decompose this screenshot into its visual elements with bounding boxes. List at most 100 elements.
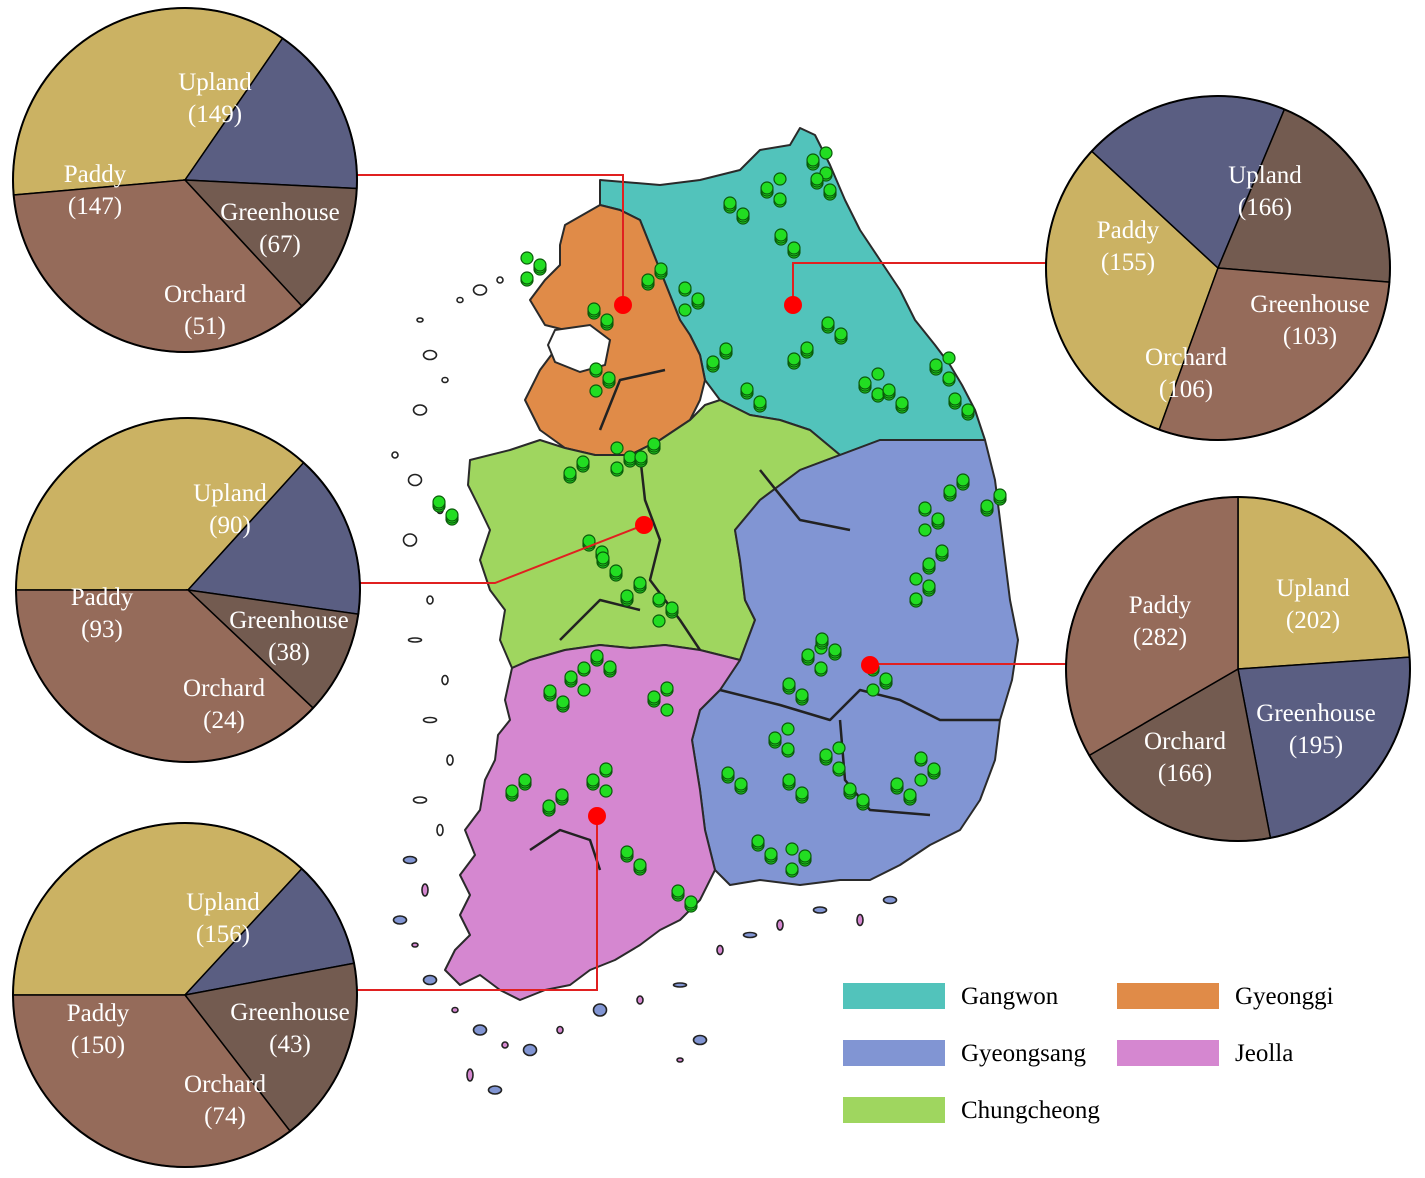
sample-point: [652, 614, 666, 628]
sample-point: [918, 501, 932, 515]
pie-slice-value: (43): [269, 1031, 311, 1058]
pie-slice-value: (195): [1289, 732, 1343, 759]
sample-point: [871, 387, 885, 401]
sample-point: [781, 742, 795, 756]
pie-slice-label: Orchard: [183, 675, 265, 702]
sample-point: [823, 183, 837, 197]
sample-point: [821, 316, 835, 330]
pie-slice-value: (166): [1158, 760, 1212, 787]
pie-slice-label: Upland: [178, 69, 252, 96]
leader-line: [360, 524, 645, 584]
sample-point: [505, 784, 519, 798]
sample-point: [866, 683, 880, 697]
island: [672, 982, 688, 988]
sample-point: [587, 302, 601, 316]
sample-point: [843, 782, 857, 796]
sample-point: [684, 895, 698, 909]
sample-point: [432, 495, 446, 509]
pie-slice-label: Paddy: [1097, 217, 1160, 244]
pie-slice-value: (156): [196, 921, 250, 948]
sample-point: [856, 793, 870, 807]
region-marker: [635, 516, 653, 534]
sample-point: [647, 690, 661, 704]
island: [882, 895, 898, 905]
sample-point: [961, 403, 975, 417]
legend-swatch-gyeonggi: [1117, 983, 1219, 1009]
sample-point: [576, 455, 590, 469]
sample-point: [890, 777, 904, 791]
island: [472, 1024, 488, 1036]
sample-point: [609, 564, 623, 578]
sample-point: [520, 251, 534, 265]
sample-point: [773, 192, 787, 206]
sample-point: [652, 592, 666, 606]
island: [592, 1003, 608, 1017]
island: [407, 637, 423, 643]
sample-point: [882, 383, 896, 397]
pie-slice-value: (93): [81, 616, 123, 643]
island: [422, 349, 438, 361]
sample-point: [660, 703, 674, 717]
korea-map: [391, 127, 1019, 1095]
sample-point: [903, 788, 917, 802]
sample-point: [751, 834, 765, 848]
sample-point: [577, 683, 591, 697]
leader-line: [355, 174, 624, 305]
pie-slice-value: (202): [1286, 607, 1340, 634]
island: [776, 919, 784, 931]
sample-point: [445, 508, 459, 522]
island: [812, 906, 828, 914]
sample-point: [610, 461, 624, 475]
sample-point: [543, 684, 557, 698]
sample-point: [740, 382, 754, 396]
island: [496, 276, 504, 284]
sample-point: [828, 643, 842, 657]
sample-point: [542, 799, 556, 813]
sample-point: [603, 660, 617, 674]
sample-point: [931, 512, 945, 526]
sample-point: [781, 722, 795, 736]
pie-slice-value: (67): [259, 231, 301, 258]
pie-slice-label: Paddy: [71, 584, 134, 611]
legend-swatch-chungcheong: [843, 1097, 945, 1123]
sample-point: [993, 488, 1007, 502]
region-marker: [784, 296, 802, 314]
sample-point: [590, 649, 604, 663]
island: [472, 284, 488, 296]
sample-point: [719, 342, 733, 356]
sample-point: [879, 672, 893, 686]
sample-point: [556, 695, 570, 709]
pie-slice-value: (90): [209, 512, 251, 539]
pie-slice-value: (74): [204, 1103, 246, 1130]
sample-point: [678, 303, 692, 317]
leader-line: [869, 663, 1066, 665]
sample-point: [819, 748, 833, 762]
sample-point: [586, 773, 600, 787]
pie-slice-value: (24): [203, 707, 245, 734]
island: [487, 1085, 503, 1095]
sample-point: [641, 273, 655, 287]
sample-point: [671, 884, 685, 898]
pie-slice-label: Greenhouse: [220, 199, 339, 226]
sample-point: [518, 773, 532, 787]
island: [416, 317, 424, 323]
region-marker: [614, 296, 632, 314]
legend-swatch-gyeongsang: [843, 1040, 945, 1066]
pie-slice-label: Upland: [1228, 162, 1302, 189]
pie-gyeonggi: Upland (149) Greenhouse (67) Orchard (51) Padd…: [12, 7, 358, 353]
coastal-islands: [391, 276, 898, 1095]
island: [411, 942, 419, 948]
pie-slice-label: Upland: [186, 889, 260, 916]
sample-point: [832, 741, 846, 755]
sample-point: [773, 172, 787, 186]
sample-point: [819, 166, 833, 180]
island: [422, 716, 438, 724]
pie-chungcheong: Upland (90) Greenhouse (38)Orchard (24) Paddy…: [15, 417, 361, 763]
pie-slice-value: (147): [68, 193, 122, 220]
island: [456, 296, 464, 304]
sample-point: [734, 777, 748, 791]
island: [412, 404, 428, 416]
legend-label-gyeongsang: Gyeongsang: [961, 1040, 1086, 1067]
sample-point: [589, 362, 603, 376]
pie-slice-value: (166): [1238, 194, 1292, 221]
